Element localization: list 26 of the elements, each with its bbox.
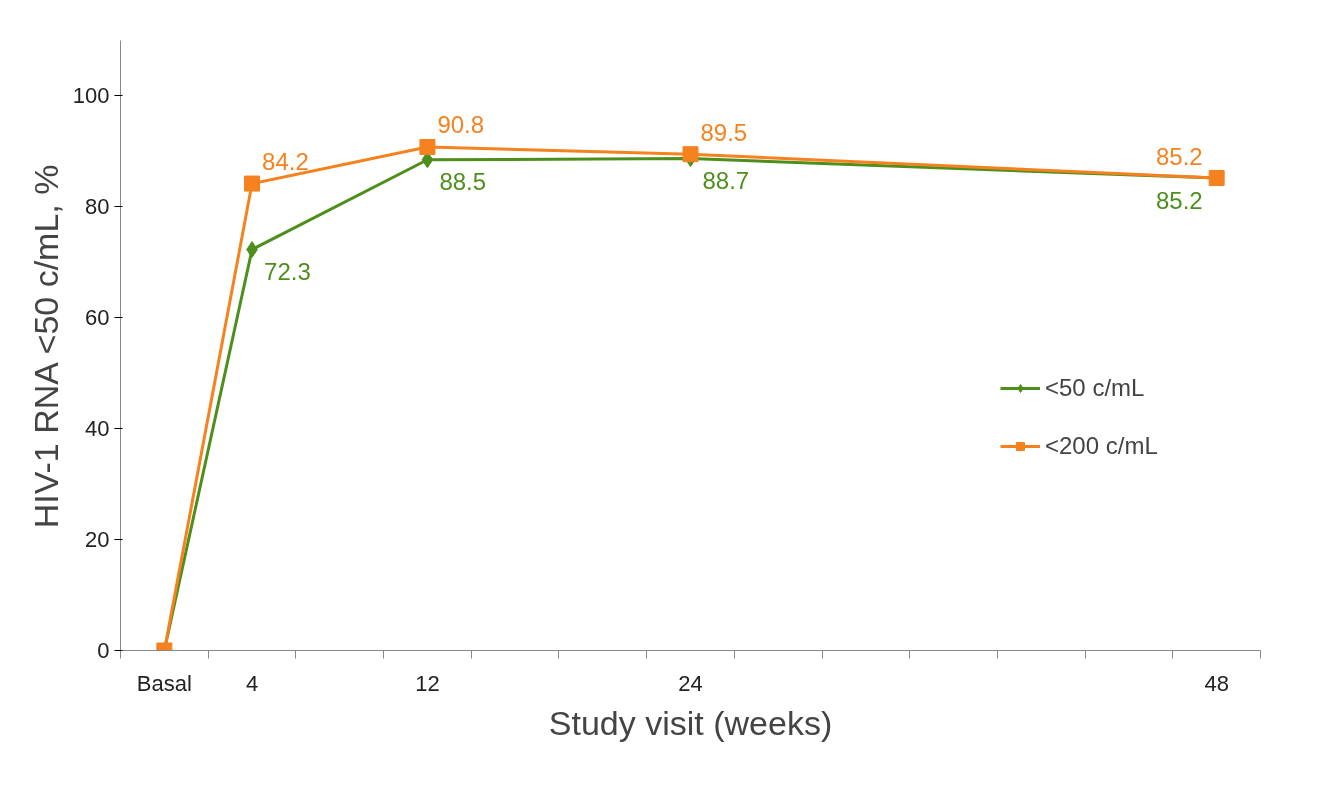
y-tick-label: 60 [85,305,110,331]
point [244,175,261,192]
point [419,138,436,155]
legend-label: <50 c/mL [1045,374,1145,402]
point [682,146,699,163]
y-tick-label: 80 [85,194,110,220]
data-label: 85.2 [1155,142,1203,170]
data-label: 88.7 [702,167,750,195]
data-label: 85.2 [1155,186,1203,214]
y-tick-label: 0 [97,638,110,663]
y-axis-title: HIV-1 RNA <50 c/mL, % [26,164,65,529]
x-tick-label: 12 [415,670,440,696]
legend-label: <200 c/mL [1045,432,1158,460]
y-tick-label: 20 [85,527,110,553]
x-tick-label: 24 [678,670,703,696]
y-tick-label: 40 [85,416,110,442]
data-label: 84.2 [262,148,309,176]
x-tick-label: Basal [136,670,192,696]
y-tick-label: 100 [72,83,110,109]
x-tick-label: 4 [245,670,259,696]
x-tick-label: 48 [1204,670,1229,696]
data-label: 89.5 [700,118,748,146]
data-label: 72.3 [264,258,311,286]
x-axis-title: Study visit (weeks) [548,703,833,742]
data-label: 88.5 [439,168,487,196]
data-label: 90.8 [437,111,485,139]
